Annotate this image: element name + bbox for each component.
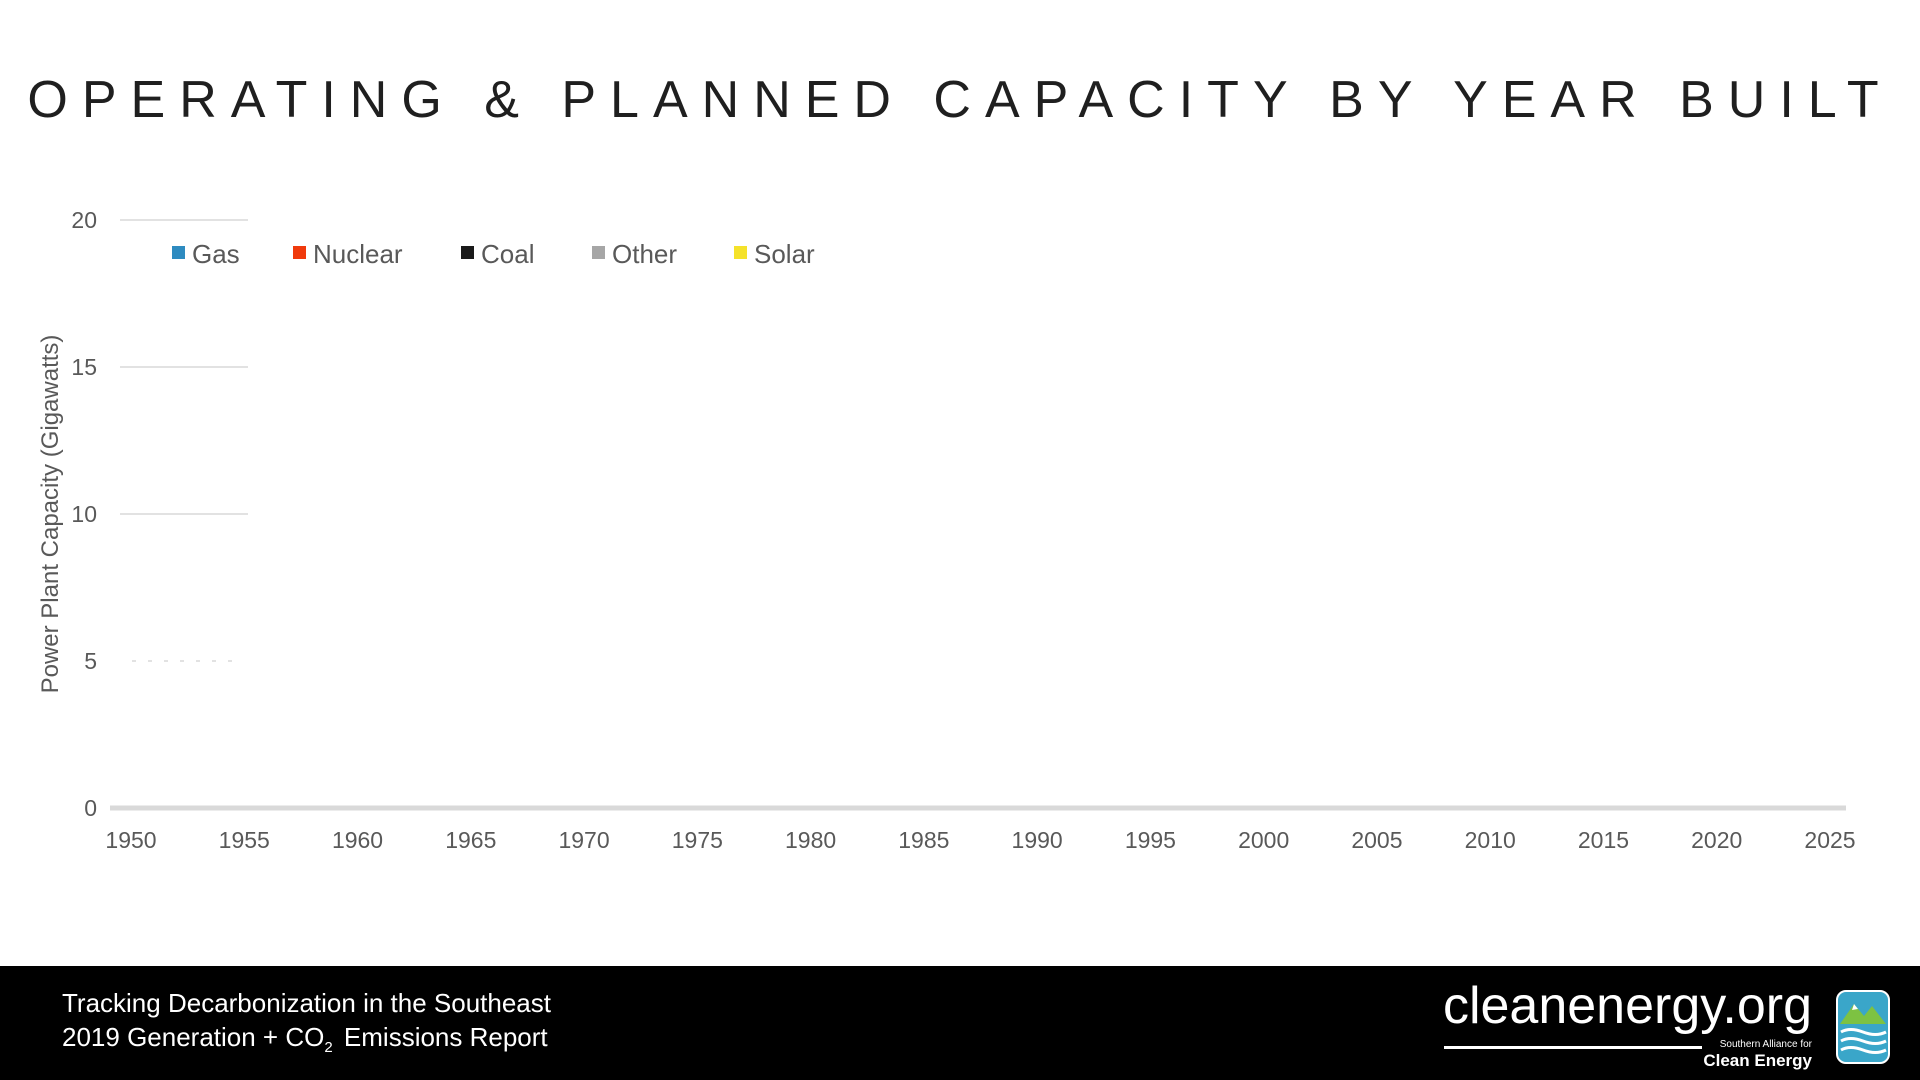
report-series-title: Tracking Decarbonization in the Southeas… — [62, 988, 551, 1018]
x-tick-label: 1970 — [558, 827, 609, 853]
y-tick-label: 15 — [71, 354, 97, 380]
x-tick-label: 1965 — [445, 827, 496, 853]
y-tick-label: 0 — [84, 795, 97, 821]
y-tick-label: 10 — [71, 501, 97, 527]
mountain-waves-logo-icon — [1836, 990, 1890, 1064]
x-tick-label: 2015 — [1578, 827, 1629, 853]
footer-bar: Tracking Decarbonization in the Southeas… — [0, 966, 1920, 1080]
brand-tagline: Southern Alliance for — [1719, 1039, 1812, 1050]
legend-swatch-solar — [734, 246, 747, 259]
x-tick-label: 1950 — [105, 827, 156, 853]
x-tick-label: 2025 — [1804, 827, 1855, 853]
brand-block: cleanenergy.org Southern Alliance for Cl… — [1430, 976, 1890, 1072]
brand-name: cleanenergy.org — [1442, 977, 1812, 1035]
x-tick-label: 1975 — [672, 827, 723, 853]
report-subtitle-suffix: Emissions Report — [336, 1022, 548, 1052]
y-tick-label: 5 — [84, 648, 97, 674]
x-tick-label: 1955 — [219, 827, 270, 853]
y-tick-label: 20 — [71, 207, 97, 233]
report-subtitle: 2019 Generation + CO2 Emissions Report — [62, 1022, 548, 1056]
y-axis-title: Power Plant Capacity (Gigawatts) — [37, 335, 64, 694]
chart-svg: 0 5 10 15 20 1950 1955 1960 1965 1970 1975 1980 1985… — [37, 207, 1856, 853]
legend-label-nuclear: Nuclear — [313, 239, 403, 269]
x-tick-label: 1985 — [898, 827, 949, 853]
legend-swatch-gas — [172, 246, 185, 259]
page-title: OPERATING & PLANNED CAPACITY BY YEAR BUI… — [27, 71, 1893, 129]
brand-org-name: Clean Energy — [1703, 1051, 1812, 1070]
x-tick-label: 1990 — [1012, 827, 1063, 853]
x-tick-label: 2020 — [1691, 827, 1742, 853]
legend-label-coal: Coal — [481, 239, 534, 269]
brand-rule — [1444, 1046, 1702, 1049]
x-tick-label: 2010 — [1465, 827, 1516, 853]
x-tick-label: 1960 — [332, 827, 383, 853]
legend-swatch-other — [592, 246, 605, 259]
report-subtitle-subscript: 2 — [324, 1039, 333, 1056]
legend-label-solar: Solar — [754, 239, 815, 269]
report-subtitle-prefix: 2019 Generation + CO — [62, 1022, 325, 1052]
legend-label-gas: Gas — [192, 239, 240, 269]
legend-swatch-nuclear — [293, 246, 306, 259]
x-tick-label: 1980 — [785, 827, 836, 853]
x-tick-label: 2000 — [1238, 827, 1289, 853]
x-tick-label: 1995 — [1125, 827, 1176, 853]
chart: 0 5 10 15 20 1950 1955 1960 1965 1970 1975 1980 1985… — [37, 207, 1856, 853]
legend-label-other: Other — [612, 239, 677, 269]
legend-swatch-coal — [461, 246, 474, 259]
x-tick-label: 2005 — [1351, 827, 1402, 853]
